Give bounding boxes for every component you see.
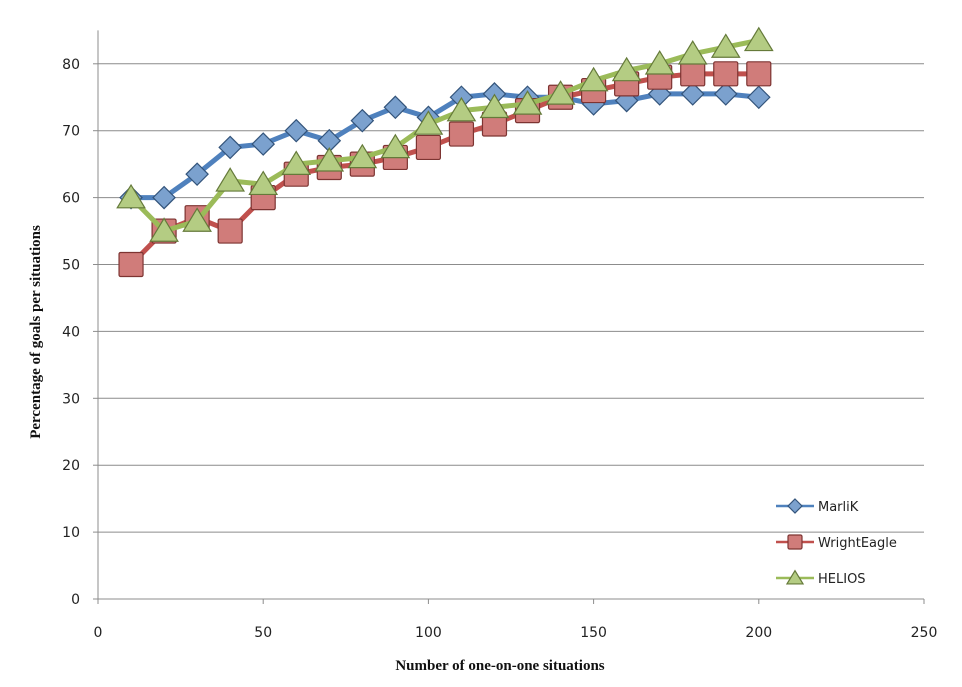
y-tick-labels: 0 10 20 30 40 50 60 70 80: [62, 57, 80, 608]
data-point-helios: [347, 143, 378, 169]
data-point-wrighteagle: [680, 61, 706, 87]
series-helios: [116, 26, 774, 242]
y-tick-label: 0: [71, 592, 80, 608]
data-point-helios: [644, 50, 675, 75]
x-tick-label: 150: [580, 625, 607, 641]
data-point-helios: [677, 40, 708, 65]
legend-label-marlik: MarliK: [818, 500, 859, 515]
data-point-helios: [545, 80, 576, 105]
x-tick-labels: 0 50 100 150 200 250: [94, 625, 938, 641]
data-point-helios: [215, 167, 246, 192]
x-tick-label: 50: [254, 625, 272, 641]
data-point-helios: [248, 170, 279, 196]
y-tick-label: 80: [62, 57, 80, 73]
data-point-helios: [413, 110, 444, 135]
x-tick-label: 0: [94, 625, 103, 641]
x-tick-label: 250: [911, 625, 938, 641]
data-point-helios: [281, 150, 312, 175]
y-tick-label: 40: [62, 324, 80, 340]
data-point-helios: [314, 147, 345, 172]
data-point-marlik: [152, 185, 176, 210]
data-point-helios: [182, 207, 212, 232]
data-point-wrighteagle: [415, 134, 441, 161]
x-tick-label: 200: [745, 625, 772, 641]
x-tick-label: 100: [415, 625, 442, 641]
data-point-helios: [116, 183, 146, 209]
data-point-wrighteagle: [448, 121, 475, 147]
data-point-wrighteagle: [118, 251, 144, 278]
data-point-helios: [479, 93, 510, 119]
data-point-marlik: [251, 132, 276, 156]
data-point-marlik: [383, 95, 408, 120]
y-axis-title: Percentage of goals per situations: [28, 225, 44, 439]
data-point-helios: [611, 56, 642, 82]
legend-label-wrighteagle: WrightEagle: [818, 536, 897, 551]
y-tick-label: 60: [62, 191, 80, 207]
legend-marker-helios: [785, 569, 805, 585]
data-point-helios: [710, 33, 741, 58]
data-point-marlik: [350, 108, 375, 133]
data-point-wrighteagle: [713, 61, 739, 87]
legend-label-helios: HELIOS: [818, 572, 866, 587]
axes: [93, 30, 925, 604]
data-point-wrighteagle: [746, 61, 772, 87]
y-tick-label: 30: [62, 391, 80, 407]
data-point-helios: [578, 66, 609, 92]
y-tick-label: 70: [62, 124, 80, 140]
data-point-helios: [149, 217, 179, 242]
legend: MarliK WrightEagle HELIOS: [776, 498, 897, 587]
data-point-marlik: [746, 85, 771, 110]
y-tick-label: 10: [62, 525, 80, 541]
data-point-marlik: [284, 118, 309, 143]
legend-items: MarliK WrightEagle HELIOS: [776, 498, 897, 587]
y-tick-label: 20: [62, 458, 80, 474]
data-point-helios: [380, 133, 411, 159]
series-group: [116, 26, 774, 278]
data-point-helios: [512, 90, 543, 115]
data-point-wrighteagle: [217, 218, 243, 244]
data-point-helios: [446, 96, 477, 122]
y-tick-label: 50: [62, 258, 80, 274]
x-axis-title: Number of one-on-one situations: [395, 658, 604, 674]
data-point-helios: [743, 26, 774, 52]
data-point-marlik: [713, 82, 738, 106]
legend-marker-marlik: [787, 498, 803, 514]
data-point-marlik: [185, 162, 209, 187]
data-point-marlik: [218, 135, 243, 160]
legend-marker-wrighteagle: [787, 534, 803, 550]
data-point-marlik: [680, 82, 705, 106]
gridlines: [98, 63, 924, 533]
